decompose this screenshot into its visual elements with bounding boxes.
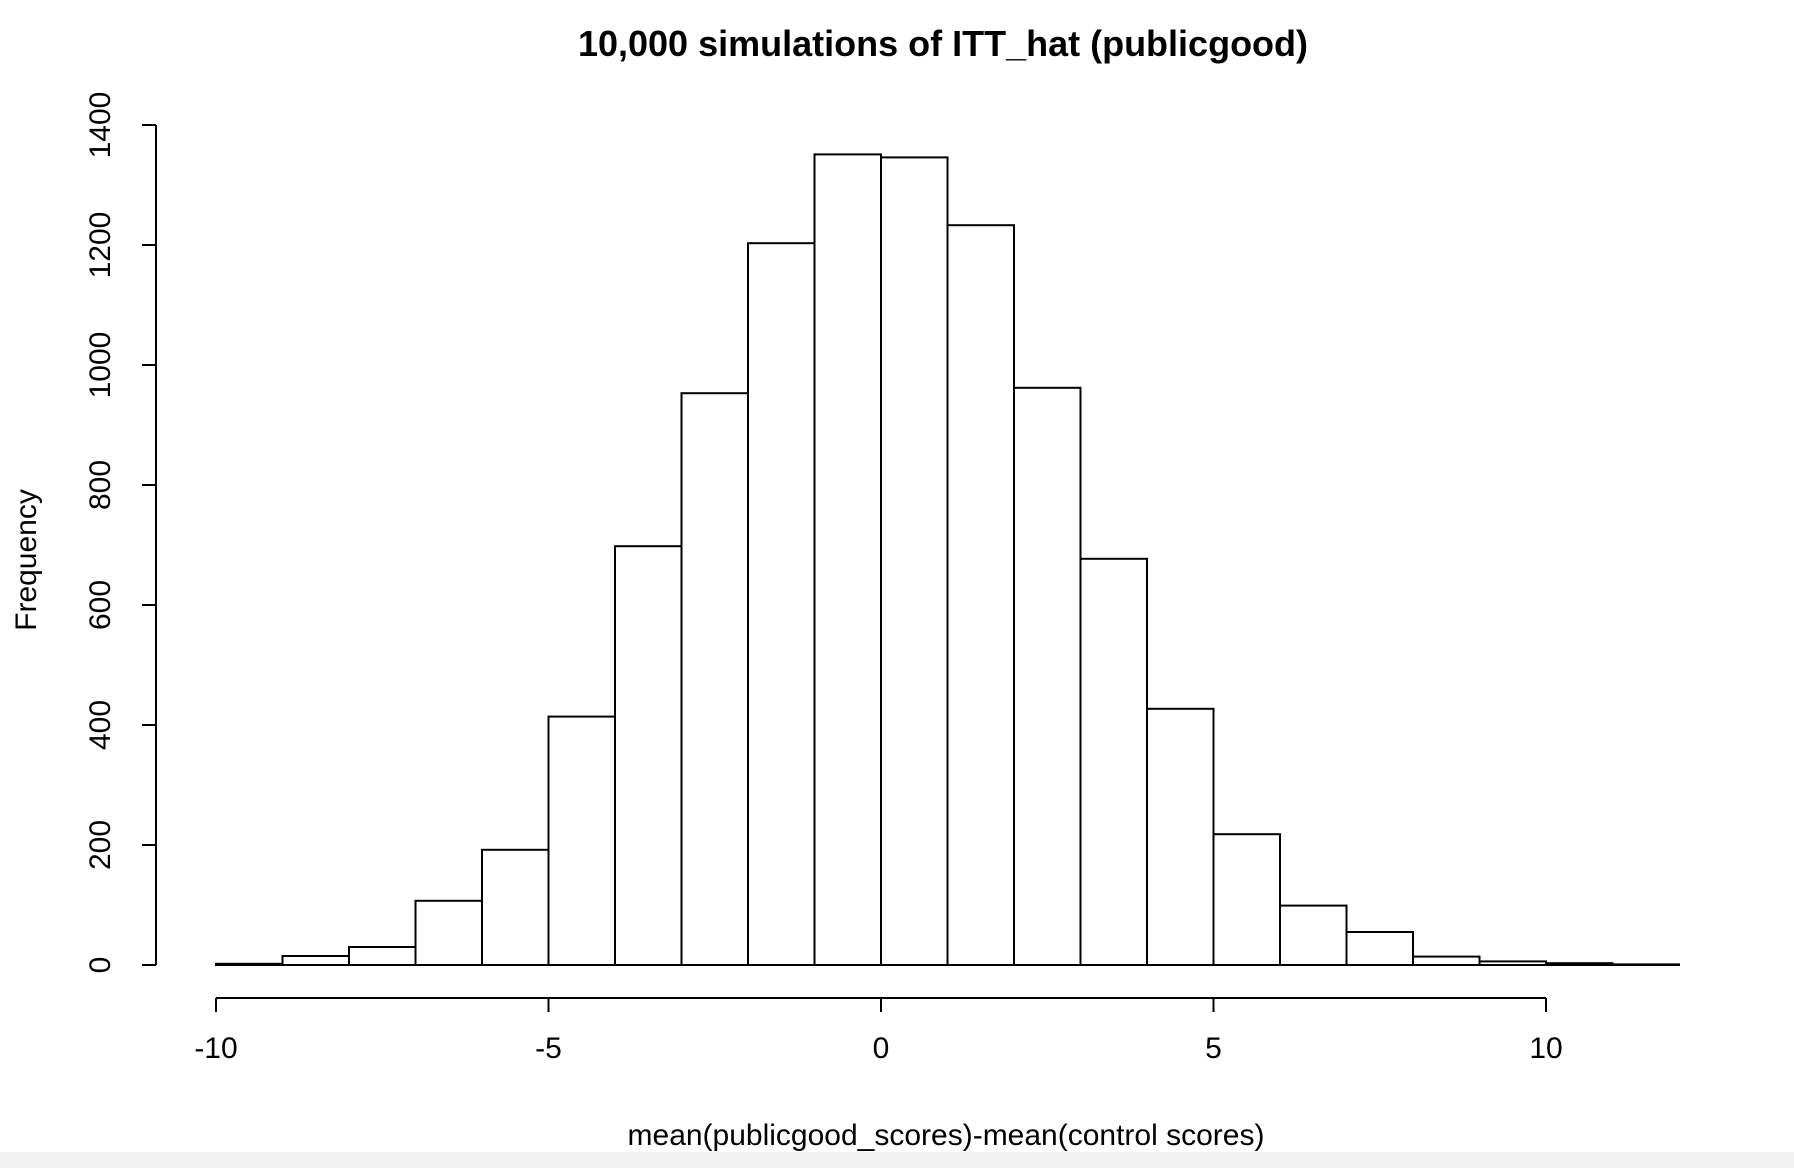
histogram-bar (547, 715, 616, 966)
y-tick-label: 200 (84, 820, 117, 870)
histogram-bar (813, 153, 882, 966)
x-tick-label: -5 (535, 1032, 562, 1065)
histogram-bar (946, 224, 1015, 966)
y-tick-label: 600 (84, 580, 117, 630)
histogram-bar (747, 242, 816, 966)
histogram-bar (1079, 557, 1148, 966)
y-axis-label: Frequency (10, 489, 43, 631)
histogram-bar (1478, 960, 1547, 967)
histogram-bar (1212, 833, 1281, 967)
histogram-bar (880, 156, 949, 966)
y-axis: 0 200 400 600 800 1000 1200 1400 (84, 92, 157, 974)
x-axis: -10 -5 0 5 10 (194, 997, 1563, 1065)
histogram-bar (481, 848, 550, 966)
window-bottom-edge (0, 1152, 1794, 1168)
histogram-bar (348, 946, 417, 966)
histogram-bar (1146, 707, 1215, 966)
chart-title: 10,000 simulations of ITT_hat (publicgoo… (578, 23, 1308, 64)
histogram-bar (1412, 955, 1481, 966)
y-tick-label: 1200 (84, 212, 117, 279)
y-tick-label: 400 (84, 700, 117, 750)
histogram-bar (1279, 904, 1348, 966)
x-tick-label: 10 (1529, 1032, 1562, 1065)
histogram-bar (1611, 963, 1680, 967)
histogram-bar (1545, 962, 1614, 967)
histogram-bar (614, 545, 683, 966)
x-tick-label: -10 (194, 1032, 237, 1065)
histogram-bar (414, 899, 483, 966)
histogram-bar (680, 392, 749, 966)
y-tick-label: 0 (84, 957, 117, 974)
histogram-bar (215, 962, 284, 966)
x-tick-label: 0 (873, 1032, 890, 1065)
histogram-bar (1345, 931, 1414, 966)
y-tick-label: 1000 (84, 332, 117, 399)
x-tick-label: 5 (1205, 1032, 1222, 1065)
y-tick-label: 800 (84, 460, 117, 510)
x-axis-label: mean(publicgood_scores)-mean(control sco… (628, 1119, 1265, 1152)
y-tick-label: 1400 (84, 92, 117, 159)
histogram-bar (1013, 386, 1082, 966)
histogram-bar (281, 955, 350, 966)
histogram-bars (215, 153, 1680, 967)
